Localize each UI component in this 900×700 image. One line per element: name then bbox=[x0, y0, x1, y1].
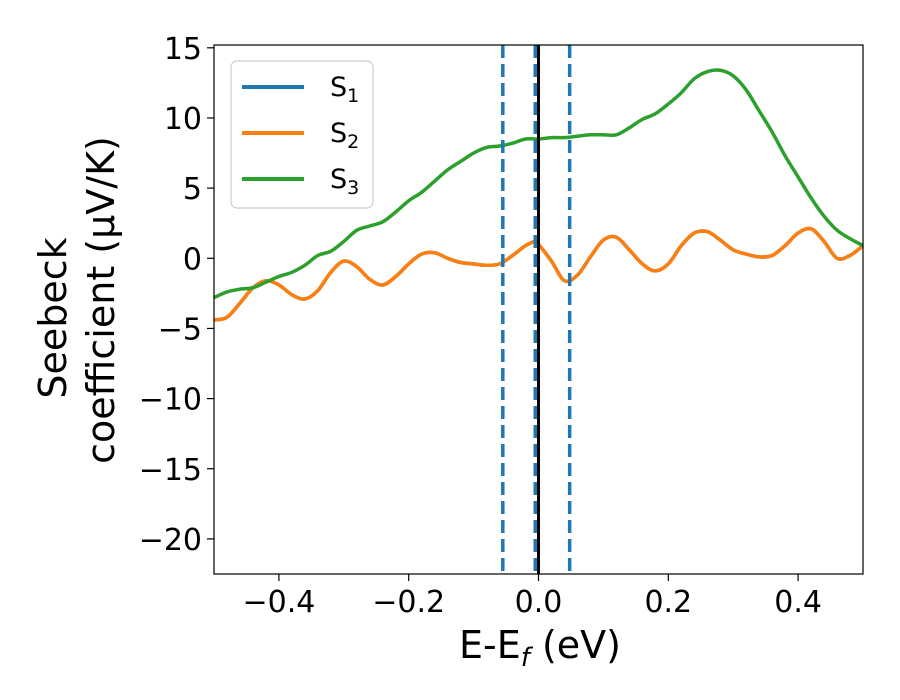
legend-label-s2-name: S bbox=[330, 118, 347, 149]
legend-label-s2: S2 bbox=[330, 118, 359, 153]
y-tick-label: 5 bbox=[183, 172, 202, 207]
y-tick-label: 0 bbox=[183, 242, 202, 277]
x-axis-label: E-Ef (eV) bbox=[459, 623, 621, 673]
x-tick-label: 0.4 bbox=[774, 585, 822, 620]
y-tick-label: −5 bbox=[158, 312, 202, 347]
y-tick-label: −10 bbox=[139, 383, 202, 418]
x-tick-label: 0.0 bbox=[515, 585, 563, 620]
legend-label-s2-sub: 2 bbox=[347, 131, 359, 153]
x-tick-label: −0.4 bbox=[242, 585, 315, 620]
legend: S1 S2 S3 bbox=[230, 60, 374, 209]
legend-label-s3: S3 bbox=[330, 164, 359, 199]
legend-label-s1: S1 bbox=[330, 72, 359, 107]
x-tick-label: 0.2 bbox=[644, 585, 692, 620]
y-tick-label: 10 bbox=[164, 102, 202, 137]
legend-label-s3-name: S bbox=[330, 164, 347, 195]
x-ticks: −0.4 −0.2 0.0 0.2 0.4 bbox=[242, 574, 822, 620]
legend-label-s3-sub: 3 bbox=[347, 177, 359, 199]
y-ticks: −20 −15 −10 −5 0 5 10 15 bbox=[139, 32, 214, 558]
x-tick-label: −0.2 bbox=[372, 585, 445, 620]
legend-label-s1-sub: 1 bbox=[347, 85, 359, 107]
y-tick-label: 15 bbox=[164, 32, 202, 67]
legend-label-s1-name: S bbox=[330, 72, 347, 103]
y-axis-label-line1: Seebeck bbox=[31, 237, 75, 398]
x-axis-label-suffix: (eV) bbox=[530, 623, 621, 667]
y-tick-label: −15 bbox=[139, 453, 202, 488]
vertical-lines-layer bbox=[501, 45, 572, 574]
y-tick-label: −20 bbox=[139, 523, 202, 558]
x-axis-label-prefix: E-E bbox=[459, 623, 521, 667]
y-axis-label-line2: coefficient (μV/K) bbox=[79, 136, 123, 464]
